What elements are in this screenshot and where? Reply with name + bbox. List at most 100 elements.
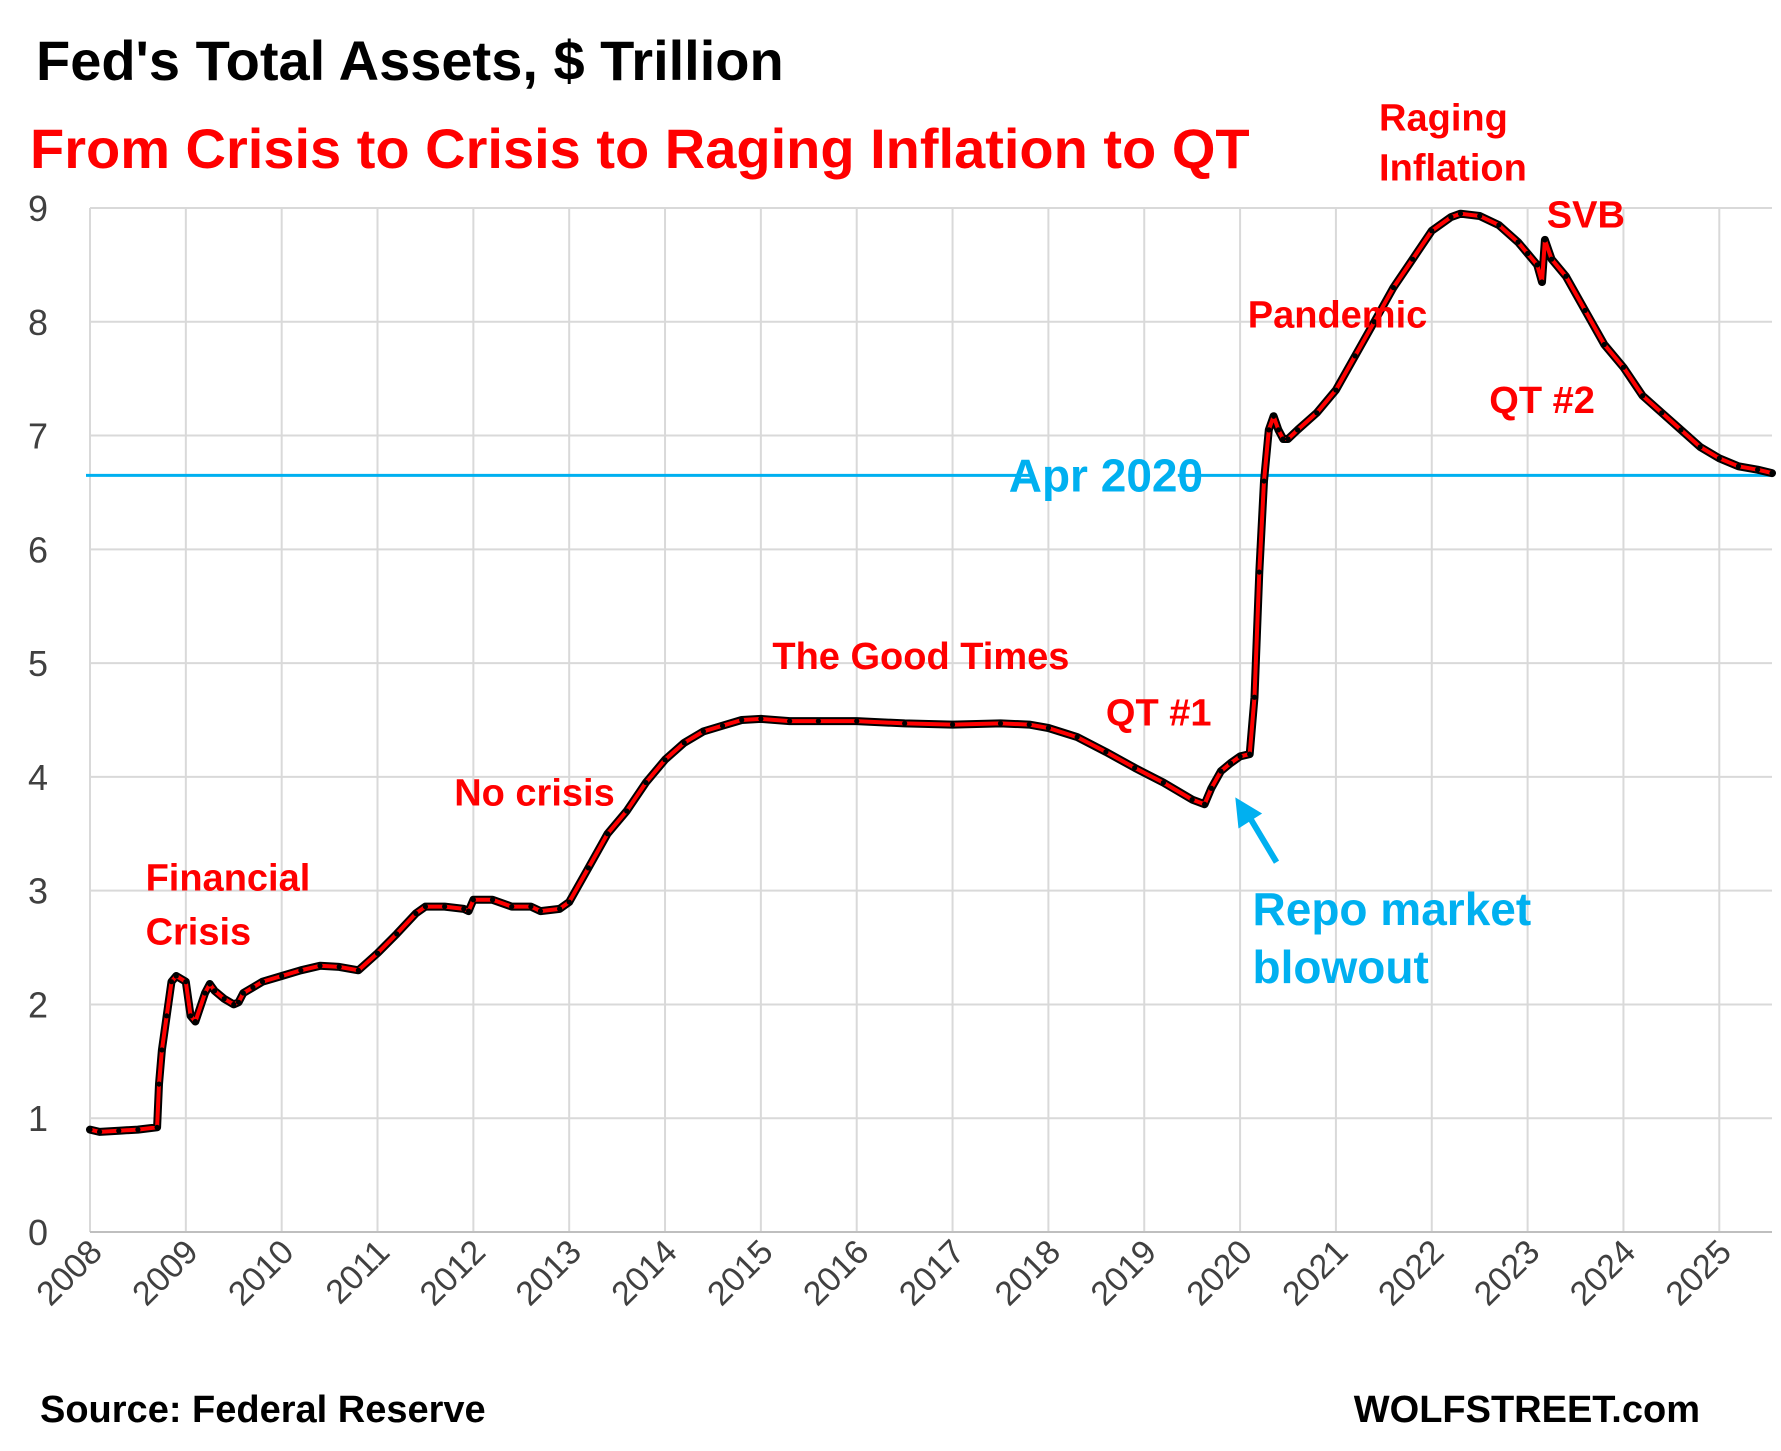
y-tick-label: 9 bbox=[28, 188, 48, 229]
data-point bbox=[997, 720, 1004, 727]
data-point bbox=[585, 865, 591, 871]
data-point bbox=[442, 903, 448, 910]
data-point bbox=[1735, 463, 1742, 469]
data-point bbox=[1697, 444, 1703, 450]
x-tick-label: 2013 bbox=[509, 1233, 589, 1313]
data-point bbox=[719, 723, 726, 729]
data-point bbox=[1371, 319, 1377, 325]
data-point bbox=[1333, 387, 1339, 393]
gridlines bbox=[89, 207, 1772, 1233]
data-point bbox=[566, 899, 572, 905]
annotation-qt1: QT #1 bbox=[1106, 693, 1212, 735]
x-tick-label: 2010 bbox=[221, 1233, 301, 1313]
data-point bbox=[1548, 256, 1555, 262]
source-note: Source: Federal Reserve bbox=[40, 1389, 486, 1431]
x-tick-label: 2011 bbox=[319, 1233, 398, 1312]
y-tick-label: 6 bbox=[28, 529, 48, 570]
data-point bbox=[188, 1013, 194, 1019]
data-point bbox=[1247, 751, 1253, 757]
data-point bbox=[700, 728, 706, 734]
data-point bbox=[1755, 467, 1761, 473]
data-point bbox=[1477, 213, 1483, 219]
x-tick-label: 2017 bbox=[892, 1233, 972, 1313]
data-point bbox=[1601, 341, 1607, 348]
annotation-financial-crisis: Financial Crisis bbox=[146, 858, 311, 954]
x-tick-label: 2023 bbox=[1467, 1233, 1547, 1313]
data-point bbox=[1429, 228, 1435, 234]
data-point bbox=[221, 996, 227, 1002]
data-point bbox=[1582, 307, 1588, 313]
data-point bbox=[135, 1127, 141, 1133]
data-point bbox=[1074, 734, 1080, 740]
data-point bbox=[604, 831, 611, 837]
data-point bbox=[259, 979, 266, 985]
x-axis-tick-labels: 2008 2009 2010 2011 2012 2013 2014 2015 2016 2017… bbox=[29, 1233, 1739, 1313]
data-point bbox=[489, 897, 496, 903]
data-point bbox=[1409, 256, 1416, 262]
data-point bbox=[1539, 279, 1545, 285]
data-point bbox=[537, 908, 544, 914]
annotation-no-crisis: No crisis bbox=[454, 772, 615, 814]
data-point bbox=[854, 718, 860, 724]
chart-subtitle: From Crisis to Crisis to Raging Inflatio… bbox=[30, 117, 1250, 180]
data-point bbox=[1496, 222, 1502, 228]
data-point bbox=[173, 973, 179, 979]
data-point bbox=[1294, 427, 1301, 433]
data-point bbox=[1620, 364, 1627, 370]
data-point bbox=[815, 718, 821, 724]
y-tick-label: 2 bbox=[28, 984, 48, 1025]
data-point bbox=[470, 897, 476, 903]
data-point bbox=[96, 1129, 103, 1135]
y-tick-label: 5 bbox=[28, 643, 48, 684]
data-point bbox=[643, 779, 649, 786]
x-tick-label: 2019 bbox=[1084, 1233, 1164, 1313]
reference-line-label: Apr 2020 bbox=[1009, 449, 1203, 501]
data-point bbox=[164, 1013, 170, 1019]
data-point bbox=[1237, 753, 1243, 760]
y-tick-label: 1 bbox=[28, 1098, 48, 1139]
data-point bbox=[202, 990, 208, 996]
data-point bbox=[1261, 478, 1267, 484]
data-point bbox=[1103, 749, 1109, 755]
data-point bbox=[1132, 765, 1138, 771]
x-tick-label: 2016 bbox=[796, 1233, 876, 1313]
y-tick-label: 3 bbox=[28, 871, 48, 912]
data-point bbox=[374, 950, 381, 956]
data-point bbox=[1160, 779, 1167, 786]
data-point bbox=[1256, 569, 1262, 575]
data-point bbox=[1390, 285, 1397, 291]
data-point bbox=[183, 979, 189, 985]
data-point bbox=[116, 1128, 122, 1134]
data-point bbox=[1525, 250, 1531, 257]
data-point bbox=[1448, 214, 1454, 220]
data-point bbox=[1659, 410, 1665, 416]
annotation-raging-inflation: Raging Inflation bbox=[1379, 98, 1527, 190]
data-point bbox=[1640, 393, 1646, 399]
data-point bbox=[557, 906, 563, 912]
data-point bbox=[1515, 239, 1521, 245]
data-point bbox=[465, 908, 472, 914]
data-point bbox=[422, 903, 429, 910]
data-point bbox=[1563, 273, 1569, 279]
data-point bbox=[1208, 785, 1214, 791]
data-point bbox=[902, 720, 908, 727]
data-point bbox=[1457, 211, 1464, 217]
annotation-good-times: The Good Times bbox=[772, 636, 1069, 678]
annotation-repo-blowout: Repo market blowout bbox=[1253, 883, 1532, 993]
data-point bbox=[154, 1124, 160, 1130]
x-tick-label: 2015 bbox=[700, 1233, 780, 1313]
data-point bbox=[235, 999, 242, 1005]
x-tick-label: 2018 bbox=[988, 1233, 1068, 1313]
data-point bbox=[1227, 760, 1234, 766]
data-point bbox=[1314, 410, 1320, 416]
data-point bbox=[662, 757, 668, 763]
data-point bbox=[192, 1018, 199, 1025]
data-point bbox=[336, 964, 342, 970]
data-point bbox=[156, 1081, 162, 1087]
y-tick-label: 0 bbox=[28, 1212, 48, 1253]
x-tick-label: 2025 bbox=[1659, 1233, 1739, 1313]
x-tick-label: 2021 bbox=[1275, 1233, 1355, 1313]
data-point bbox=[413, 910, 419, 917]
data-point bbox=[1534, 262, 1540, 268]
